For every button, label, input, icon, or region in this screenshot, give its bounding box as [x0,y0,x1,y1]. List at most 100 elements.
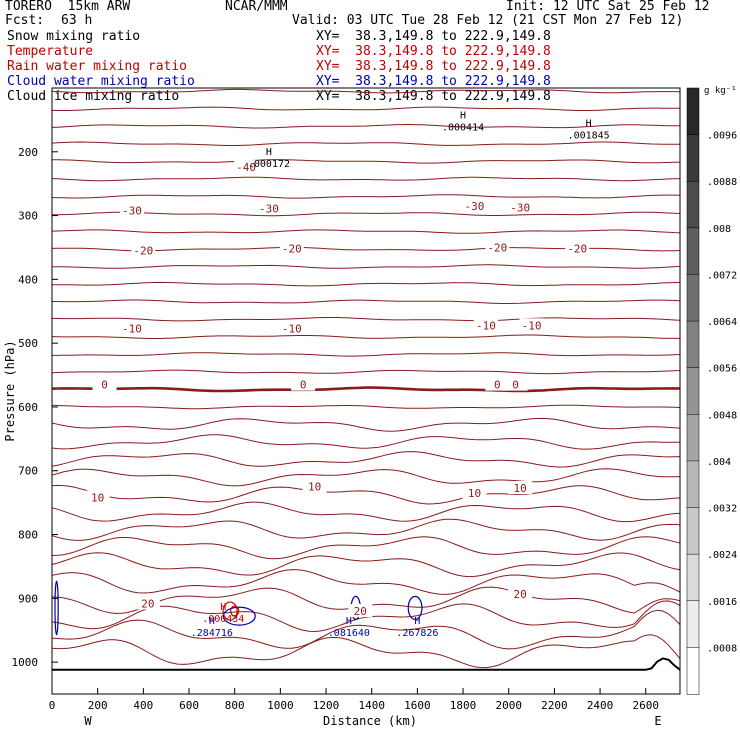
colorbar-tick-label: .0024 [707,550,737,561]
x-tick-label: 2200 [541,699,568,712]
colorbar-tick-label: .008 [707,224,731,235]
maximum-value: .284716 [191,628,233,639]
colorbar-tick-label: .0056 [707,364,737,375]
contour-label-bg [131,243,156,257]
contour-label: -20 [133,245,153,258]
temperature-contour [51,501,681,523]
temperature-contour [52,281,681,287]
contour-label: 20 [354,605,367,618]
colorbar-swatch [686,460,700,509]
x-tick-label: 0 [49,699,56,712]
temperature-contour [51,484,681,505]
colorbar-tick-label: .0016 [707,597,737,608]
x-tick-label: 1200 [313,699,340,712]
contour-label: -10 [282,322,302,335]
field-name-snow: Snow mixing ratio [7,29,141,44]
maximum-marker: H [460,111,466,122]
contour-label: 10 [514,482,527,495]
temperature-contour [51,552,681,578]
contour-label: -30 [122,204,142,217]
contour-label-bg [485,377,510,391]
contour-label: 20 [514,588,527,601]
contour-label-bg [119,321,144,335]
temperature-contour [51,88,681,94]
y-tick-label: 800 [18,529,38,542]
x-tick-label: 800 [225,699,245,712]
rain-water-contour [222,601,238,621]
colorbar-tick-label: .0088 [707,177,737,188]
temperature-contour [52,264,681,269]
field-name-cloud-ice: Cloud ice mixing ratio [7,89,180,104]
contour-label-bg [508,586,533,600]
contour-label-bg [256,201,281,215]
contour-label: -20 [282,243,302,256]
contour-label-bg [462,486,487,500]
x-tick-label: 1800 [450,699,477,712]
temperature-contour [51,609,681,650]
temperature-contour [51,518,681,541]
temperature-contour [51,317,681,322]
colorbar-swatch [686,134,700,182]
temperature-contour [51,229,681,234]
contour-label: -30 [259,203,279,216]
maximum-value: .081640 [328,628,370,639]
colorbar-swatch [686,320,700,369]
fcst-label: Fcst: [5,13,45,28]
temperature-contour [52,159,681,164]
colorbar-tick-label: .0032 [707,504,737,515]
x-tick-label: 2000 [495,699,522,712]
field-xy-temperature: XY= 38.3,149.8 to 222.9,149.8 [316,44,551,59]
maximum-marker: H [220,602,226,613]
x-tick-label: 600 [179,699,199,712]
contour-label: -20 [487,241,507,254]
maximum-value: .000172 [248,159,290,170]
maximum-value: .267826 [396,628,438,639]
contour-label: 0 [101,379,108,392]
contour-label-bg [508,480,533,494]
x-axis-label: Distance (km) [323,714,417,728]
contour-label: 10 [308,481,321,494]
maximum-marker: H [209,616,215,627]
x-tick-label: 200 [88,699,108,712]
y-tick-label: 600 [18,401,38,414]
temperature-contour [51,334,680,339]
contour-label-bg [462,199,487,213]
temperature-contour [51,141,680,146]
contour-label-bg [348,604,373,618]
temperature-contour [51,434,681,450]
cloud-water-contour [222,606,256,626]
temperature-contour [51,404,681,410]
temperature-contour [51,211,681,217]
colorbar-tick-label: .0064 [707,317,737,328]
colorbar-swatch [686,553,700,602]
cloud-water-contour [54,580,59,636]
contour-label: -40 [236,161,256,174]
terrain-line [52,657,681,671]
colorbar-swatch [686,274,700,322]
valid-label: Valid: 03 UTC Tue 28 Feb 12 (21 CST Mon … [292,13,684,28]
contour-label: -20 [567,243,587,256]
maximum-value: .001845 [568,130,610,141]
colorbar-tick-label: .0072 [707,270,737,281]
plot-frame [51,87,681,695]
contour-label-bg [92,377,117,391]
cloud-water-contour [407,595,423,620]
org-label: NCAR/MMM [225,0,288,14]
field-xy-snow: XY= 38.3,149.8 to 222.9,149.8 [316,29,551,44]
init-label: Init: 12 UTC Sat 25 Feb 12 [506,0,710,14]
temperature-contour [51,417,681,432]
colorbar-swatch [686,414,700,462]
maximum-marker: H [586,118,592,129]
contour-label-bg [291,377,316,391]
y-axis-label: Pressure (hPa) [3,340,17,441]
x-axis-left-end: W [84,714,92,728]
colorbar-swatch [686,507,700,555]
model-label: TORERO 15km ARW [5,0,131,14]
contour-label-bg [565,241,590,255]
contour-label-bg [519,318,544,332]
contour-label: 10 [91,492,104,505]
colorbar-swatch [686,227,700,276]
field-xy-cloud-water: XY= 38.3,149.8 to 222.9,149.8 [316,74,551,89]
temperature-contour [51,634,681,669]
contour-label-bg [135,596,160,610]
